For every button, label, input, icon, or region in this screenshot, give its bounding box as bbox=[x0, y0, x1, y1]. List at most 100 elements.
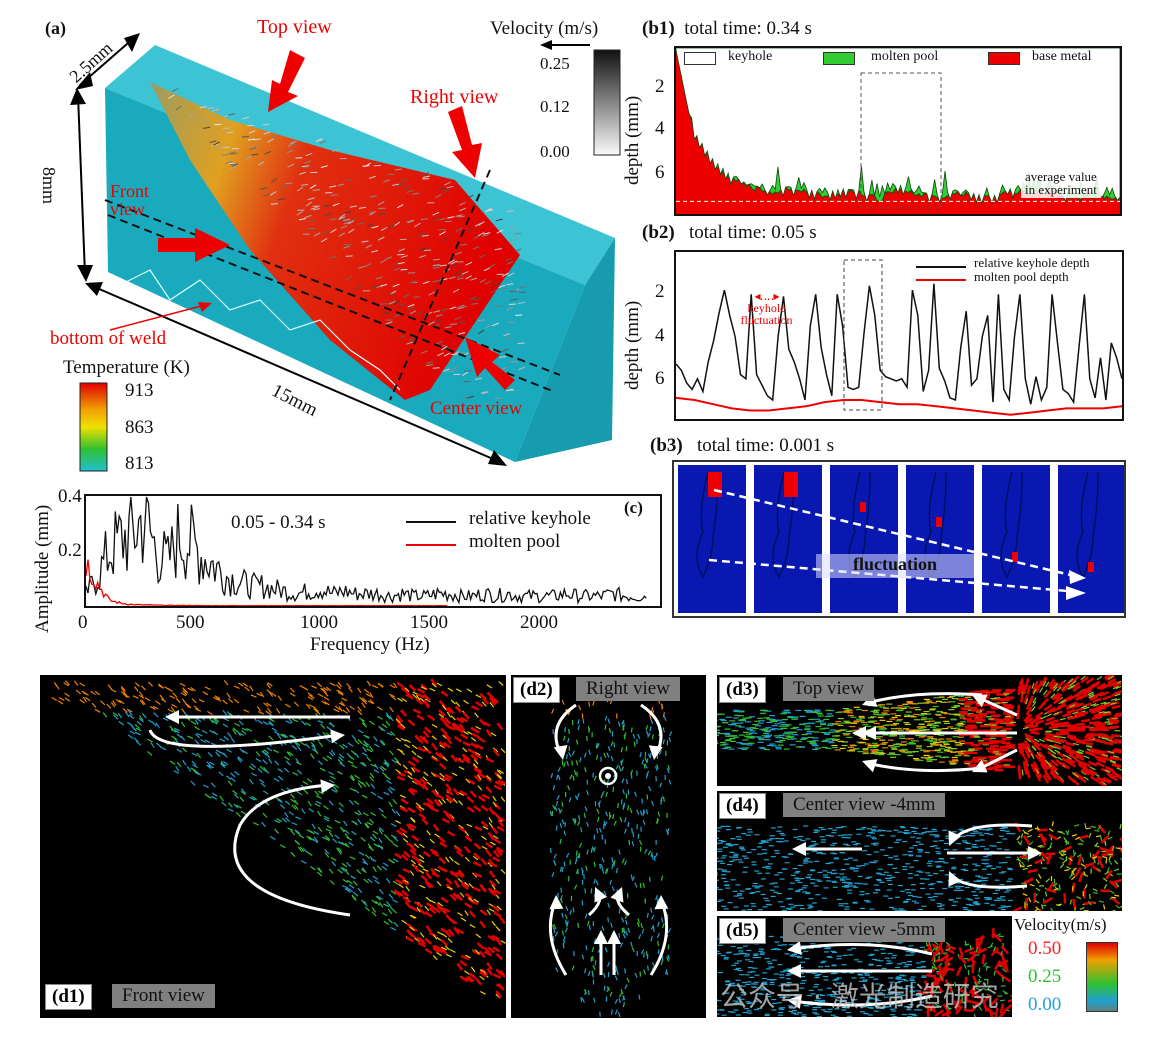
velocity-vector bbox=[430, 755, 439, 763]
velocity-vector bbox=[417, 938, 426, 945]
velocity-vector bbox=[1101, 777, 1111, 785]
velocity-vector bbox=[933, 941, 939, 946]
velocity-vector bbox=[460, 954, 470, 961]
velocity-vector bbox=[1099, 835, 1103, 841]
velocity-vector bbox=[251, 153, 259, 156]
velocity-vector bbox=[1071, 675, 1080, 684]
velocity-vector bbox=[121, 687, 126, 694]
velocity-vector bbox=[138, 717, 144, 723]
velocity-vector bbox=[450, 263, 458, 267]
velocity-vector bbox=[273, 777, 280, 782]
velocity-vector bbox=[421, 234, 429, 237]
velocity-vector bbox=[1083, 741, 1093, 746]
velocity-vector bbox=[345, 276, 353, 281]
velocity-vector bbox=[395, 737, 402, 742]
velocity-vector bbox=[252, 822, 259, 826]
velocity-vector bbox=[204, 739, 211, 744]
velocity-vector bbox=[460, 881, 469, 889]
velocity-vector bbox=[1062, 744, 1072, 750]
velocity-vector bbox=[470, 742, 479, 749]
velocity-vector bbox=[294, 799, 299, 806]
velocity-vector bbox=[456, 274, 464, 278]
velocity-vector bbox=[313, 208, 321, 211]
velocity-vector bbox=[475, 377, 483, 380]
b2-ytick: 2 bbox=[655, 281, 665, 302]
velocity-vector bbox=[1020, 833, 1024, 839]
velocity-vector bbox=[359, 762, 366, 767]
velocity-vector bbox=[499, 356, 507, 358]
velocity-vector bbox=[361, 794, 368, 799]
velocity-vector bbox=[290, 830, 296, 836]
velocity-vector bbox=[1075, 836, 1080, 841]
velocity-vector bbox=[315, 138, 323, 142]
velocity-vector bbox=[112, 712, 119, 717]
velocity-vector bbox=[290, 798, 296, 803]
velocity-vector bbox=[129, 730, 136, 735]
velocity-vector bbox=[475, 743, 484, 750]
velocity-vector bbox=[223, 735, 229, 741]
velocity-vector bbox=[475, 977, 483, 986]
velocity-vector bbox=[630, 727, 633, 733]
velocity-vector bbox=[301, 165, 309, 168]
velocity-vector bbox=[309, 694, 315, 699]
velocity-vector bbox=[650, 907, 653, 913]
velocity-vector bbox=[989, 997, 999, 1007]
velocity-vector bbox=[644, 763, 648, 769]
velocity-vector bbox=[241, 727, 248, 732]
velocity-vector bbox=[1076, 853, 1082, 858]
velocity-vector bbox=[162, 717, 169, 722]
velocity-vector bbox=[349, 205, 357, 208]
velocity-vector bbox=[496, 773, 502, 779]
velocity-vector bbox=[425, 871, 432, 880]
velocity-vector bbox=[575, 739, 579, 745]
velocity-vector bbox=[454, 860, 460, 866]
velocity-vector bbox=[1059, 717, 1066, 721]
panel-b2-title: total time: 0.05 s bbox=[688, 222, 817, 243]
velocity-vector bbox=[506, 260, 514, 266]
velocity-vector bbox=[659, 782, 663, 788]
velocity-vector bbox=[332, 148, 340, 152]
velocity-vector bbox=[402, 833, 408, 839]
velocity-vector bbox=[1040, 676, 1047, 686]
velocity-vector bbox=[1027, 828, 1033, 833]
velocity-vector bbox=[262, 759, 268, 765]
velocity-vector bbox=[462, 712, 470, 720]
keyhole-frame bbox=[982, 465, 1050, 613]
velocity-vector bbox=[643, 969, 646, 975]
velocity-vector bbox=[575, 855, 578, 861]
velocity-vector bbox=[362, 861, 369, 866]
velocity-vector bbox=[606, 986, 611, 992]
velocity-vector bbox=[226, 131, 234, 134]
legend-molten-pool-depth: molten pool depth bbox=[974, 269, 1069, 284]
velocity-vector bbox=[424, 698, 431, 703]
front-view-arrow bbox=[158, 228, 230, 262]
velocity-vector bbox=[362, 901, 368, 907]
velocity-vector bbox=[1035, 887, 1041, 892]
velocity-vector bbox=[491, 934, 500, 941]
velocity-vector bbox=[253, 739, 260, 744]
velocity-vector bbox=[971, 1001, 980, 1012]
velocity-vector bbox=[555, 825, 558, 831]
panel-b3-title: total time: 0.001 s bbox=[696, 435, 835, 456]
velocity-vector bbox=[1033, 743, 1042, 752]
velocity-vector bbox=[385, 720, 391, 727]
velocity-vector bbox=[1045, 681, 1050, 688]
velocity-vector bbox=[1048, 833, 1058, 841]
velocity-vector bbox=[462, 747, 468, 753]
velocity-colorbar bbox=[593, 49, 621, 156]
velocity-vector bbox=[417, 693, 426, 699]
velocity-vector bbox=[414, 901, 423, 908]
velocity-vector bbox=[584, 990, 587, 996]
velocity-vector bbox=[600, 863, 604, 869]
velocity-vector bbox=[573, 884, 578, 890]
velocity-vector bbox=[357, 222, 365, 225]
velocity-vector bbox=[484, 774, 492, 783]
panel-c-label: (c) bbox=[624, 498, 643, 517]
velocity-vector bbox=[455, 227, 462, 233]
velocity-vector bbox=[320, 723, 326, 729]
velocity-vector bbox=[484, 950, 493, 957]
velocity-vector bbox=[265, 710, 271, 716]
velocity-vector bbox=[630, 874, 633, 880]
velocity-vector bbox=[495, 990, 502, 999]
velocity-vector bbox=[1113, 713, 1122, 718]
